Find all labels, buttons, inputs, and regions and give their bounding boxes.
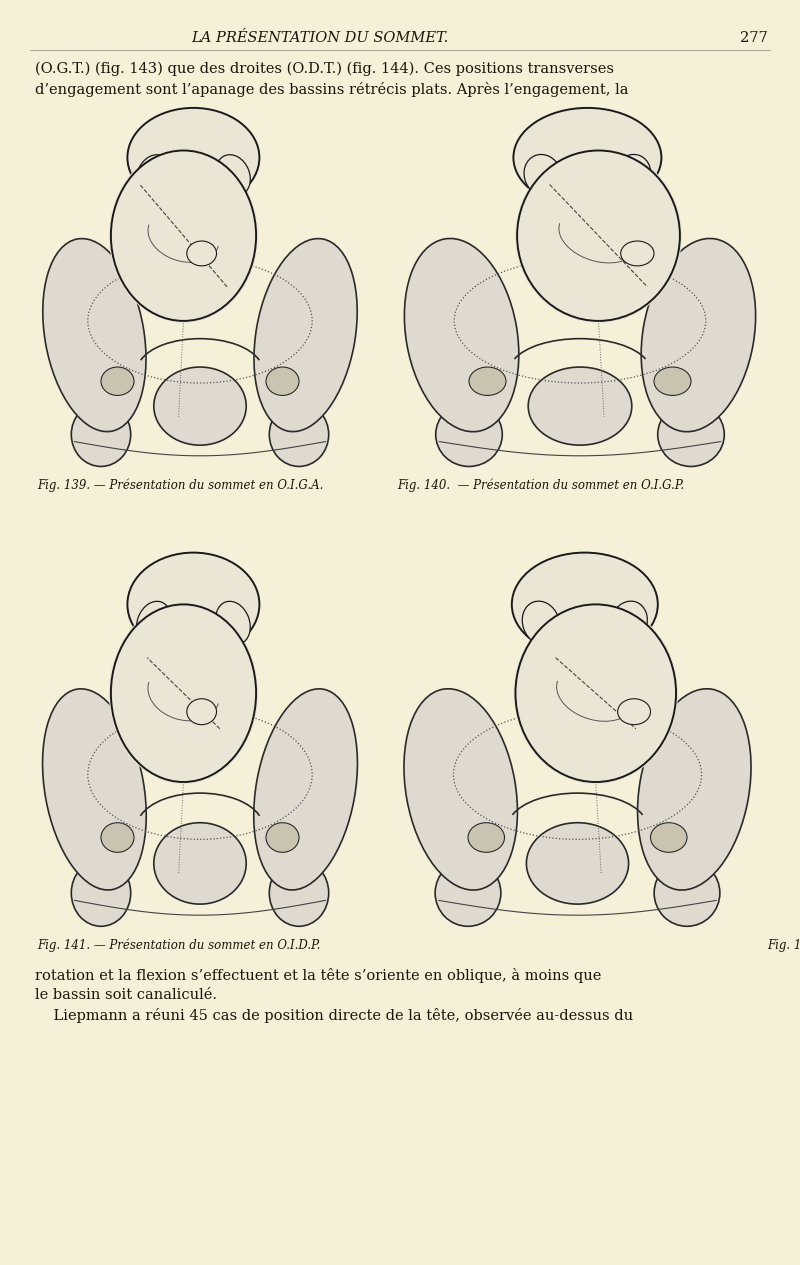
Ellipse shape [186,698,217,725]
Ellipse shape [515,605,676,782]
Bar [35,115,365,471]
Ellipse shape [517,151,680,321]
Ellipse shape [526,822,629,904]
Ellipse shape [435,860,501,926]
Text: le bassin soit canaliculé.: le bassin soit canaliculé. [35,988,217,1002]
Ellipse shape [512,553,658,657]
Ellipse shape [266,367,299,396]
Ellipse shape [109,148,258,323]
Ellipse shape [404,688,518,891]
Text: LA PRÉSENTATION DU SOMMET.: LA PRÉSENTATION DU SOMMET. [191,32,449,46]
Bar [35,560,365,930]
Polygon shape [563,614,610,653]
Ellipse shape [654,860,720,926]
Text: Fig. 139. — Présentation du sommet en O.I.G.A.: Fig. 139. — Présentation du sommet en O.… [37,478,323,492]
Ellipse shape [101,367,134,396]
Text: rotation et la flexion s’effectuent et la tête s’oriente en oblique, à moins que: rotation et la flexion s’effectuent et l… [35,968,602,983]
Text: d’engagement sont l’apanage des bassins rétrécis plats. Après l’engagement, la: d’engagement sont l’apanage des bassins … [35,82,629,97]
Ellipse shape [101,822,134,853]
Ellipse shape [154,822,246,904]
Ellipse shape [109,602,258,784]
Ellipse shape [610,601,647,645]
Ellipse shape [515,148,682,323]
Ellipse shape [266,822,299,853]
Ellipse shape [468,822,505,853]
Ellipse shape [186,242,217,266]
Ellipse shape [216,154,250,196]
Ellipse shape [127,108,259,207]
Ellipse shape [469,367,506,396]
Text: Fig. 141. — Présentation du sommet en O.I.D.P.: Fig. 141. — Présentation du sommet en O.… [37,939,320,951]
Ellipse shape [522,601,560,645]
Ellipse shape [658,402,724,467]
Ellipse shape [528,367,632,445]
Bar [395,115,765,471]
Polygon shape [170,159,213,204]
Ellipse shape [111,151,256,321]
Ellipse shape [42,239,146,431]
Ellipse shape [254,689,358,891]
Ellipse shape [254,239,358,431]
Text: (O.G.T.) (fig. 143) que des droites (O.D.T.) (fig. 144). Ces positions transvers: (O.G.T.) (fig. 143) que des droites (O.D… [35,62,614,76]
Ellipse shape [618,698,650,725]
Polygon shape [170,614,213,653]
Ellipse shape [436,402,502,467]
Ellipse shape [514,602,678,784]
Ellipse shape [71,402,130,467]
Ellipse shape [270,860,329,926]
Ellipse shape [613,154,650,196]
Ellipse shape [404,239,519,431]
Ellipse shape [71,860,130,926]
Ellipse shape [111,605,256,782]
Ellipse shape [137,601,171,644]
Ellipse shape [621,242,654,266]
Text: Fig. 140.  — Présentation du sommet en O.I.G.P.: Fig. 140. — Présentation du sommet en O.… [397,478,684,492]
Ellipse shape [42,689,146,891]
Ellipse shape [641,239,756,431]
Ellipse shape [137,154,171,196]
Ellipse shape [524,154,562,196]
Polygon shape [565,159,614,204]
Ellipse shape [216,601,250,644]
Ellipse shape [650,822,687,853]
Ellipse shape [154,367,246,445]
Ellipse shape [638,688,751,891]
Text: 277: 277 [740,32,768,46]
Ellipse shape [654,367,691,396]
Bar [395,560,760,930]
Ellipse shape [127,553,259,657]
Ellipse shape [514,108,662,207]
Text: Liepmann a réuni 45 cas de position directe de la tête, observée au-dessus du: Liepmann a réuni 45 cas de position dire… [35,1008,633,1023]
Text: Fig. 142. — Présentation du sommet en O.I.D.A.: Fig. 142. — Présentation du sommet en O.… [767,939,800,951]
Ellipse shape [270,402,329,467]
